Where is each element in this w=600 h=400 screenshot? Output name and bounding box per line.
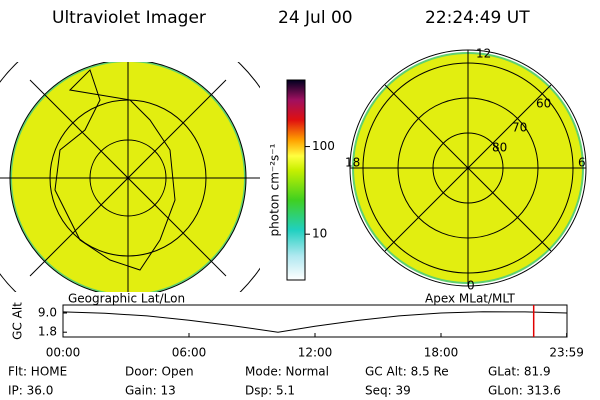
time: 22:24:49 UT: [425, 8, 530, 28]
orbit-frame: [62, 304, 568, 338]
mlt-label: 6: [578, 156, 586, 170]
colorbar-tick-label: 100: [312, 139, 335, 153]
status: Door: Open: [125, 365, 194, 379]
status: GC Alt: 8.5 Re: [365, 365, 449, 379]
colorbar-tick-label: 10: [312, 227, 327, 241]
x-tick-label: 00:00: [46, 346, 81, 360]
title: Ultraviolet Imager: [52, 8, 206, 28]
colorbar: [286, 79, 306, 281]
mlt-label: 0: [467, 279, 475, 293]
x-tick-label: 18:00: [424, 346, 459, 360]
x-tick-label: 23:59: [549, 346, 584, 360]
status: GLat: 81.9: [488, 365, 551, 379]
lat-label: 60: [536, 97, 551, 111]
x-tick-label: 06:00: [172, 346, 207, 360]
left-map-label: Geographic Lat/Lon: [68, 292, 185, 306]
status: Mode: Normal: [245, 365, 329, 379]
status: GLon: 313.6: [488, 384, 561, 398]
status: IP: 36.0: [8, 384, 53, 398]
right-map-label: Apex MLat/MLT: [425, 292, 515, 306]
x-tick-label: 12:00: [298, 346, 333, 360]
altitude-curve: [62, 311, 568, 333]
date: 24 Jul 00: [278, 8, 353, 28]
status: Gain: 13: [125, 384, 176, 398]
mlt-label: 18: [345, 156, 360, 170]
mlt-label: 12: [476, 47, 491, 61]
y-tick-label: 1.8: [38, 325, 57, 339]
lat-label: 70: [512, 121, 527, 135]
right-map: [349, 49, 587, 287]
status: Flt: HOME: [8, 365, 67, 379]
status: Seq: 39: [365, 384, 411, 398]
colorbar-label: photon cm⁻²s⁻¹: [268, 143, 282, 236]
left-map: [0, 62, 260, 292]
lat-label: 80: [492, 141, 507, 155]
y-tick-label: 9.0: [38, 306, 57, 320]
orbit-ylabel: GC Alt: [11, 302, 25, 340]
status: Dsp: 5.1: [245, 384, 295, 398]
